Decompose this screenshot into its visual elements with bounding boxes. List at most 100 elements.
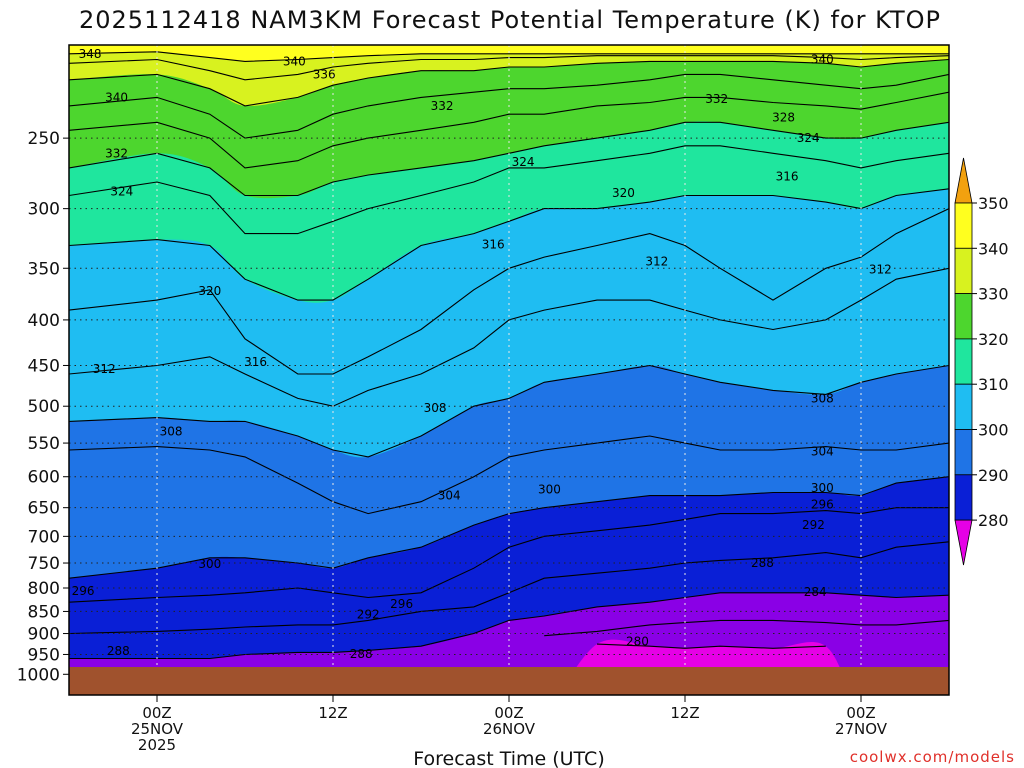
isentrope-300 bbox=[69, 476, 949, 579]
colorbar-label: 300 bbox=[978, 421, 1009, 440]
x-axis-label: Forecast Time (UTC) bbox=[413, 748, 604, 768]
contour-label-312: 312 bbox=[645, 255, 668, 269]
contour-label-296: 296 bbox=[811, 498, 834, 512]
isentrope-316 bbox=[69, 208, 949, 375]
colorbar-label: 330 bbox=[978, 285, 1009, 304]
chart-title: 2025112418 NAM3KM Forecast Potential Tem… bbox=[79, 6, 941, 34]
contour-label-316: 316 bbox=[244, 355, 267, 369]
contour-label-284: 284 bbox=[804, 585, 827, 599]
y-tick-label: 500 bbox=[28, 397, 60, 417]
x-tick-label: 25NOV bbox=[131, 720, 184, 738]
y-tick-label: 1000 bbox=[17, 665, 60, 685]
colorbar-box bbox=[954, 247, 973, 295]
contour-labels: 3483403363403403323243323243323283243163… bbox=[72, 47, 892, 661]
colorbar-label: 290 bbox=[978, 466, 1009, 485]
contour-label-332: 332 bbox=[105, 146, 128, 160]
isentrope-340 bbox=[69, 58, 949, 107]
x-tick-label: 00Z bbox=[142, 704, 171, 722]
x-tick-label: 00Z bbox=[846, 704, 875, 722]
y-tick-label: 400 bbox=[28, 311, 60, 331]
contour-label-320: 320 bbox=[198, 284, 221, 298]
contour-label-340: 340 bbox=[283, 54, 306, 68]
contour-label-324: 324 bbox=[797, 131, 820, 145]
source-credit: coolwx.com/models bbox=[850, 748, 1015, 766]
contour-label-316: 316 bbox=[776, 169, 799, 183]
colorbar-box bbox=[954, 293, 973, 340]
isentrope-292 bbox=[69, 541, 949, 635]
contour-label-312: 312 bbox=[93, 362, 116, 376]
isentrope-332 bbox=[69, 91, 949, 169]
y-tick-label: 650 bbox=[28, 499, 60, 519]
contour-label-304: 304 bbox=[438, 489, 461, 503]
contour-label-308: 308 bbox=[424, 401, 447, 415]
isentrope-fill-bands bbox=[69, 45, 949, 695]
colorbar-label: 340 bbox=[978, 239, 1009, 258]
x-tick-label: 26NOV bbox=[483, 720, 536, 738]
colorbar-label: 320 bbox=[978, 330, 1009, 349]
colorbar-label: 350 bbox=[978, 194, 1009, 213]
x-tick-label: 12Z bbox=[670, 704, 699, 722]
contour-label-292: 292 bbox=[802, 518, 825, 532]
contour-label-324: 324 bbox=[110, 185, 133, 199]
contour-label-280: 280 bbox=[626, 635, 649, 649]
y-tick-label: 550 bbox=[28, 434, 60, 454]
y-tick-label: 850 bbox=[28, 602, 60, 622]
y-tick-label: 900 bbox=[28, 625, 60, 645]
contour-label-300: 300 bbox=[538, 482, 561, 496]
contour-label-316: 316 bbox=[482, 237, 505, 251]
colorbar-box bbox=[954, 202, 973, 249]
isentrope-324 bbox=[69, 145, 949, 235]
isentrope-312 bbox=[69, 267, 949, 407]
isentrope-308 bbox=[69, 364, 949, 458]
contour-label-336: 336 bbox=[313, 67, 336, 81]
colorbar-box bbox=[954, 338, 973, 385]
isentrope-288 bbox=[69, 592, 949, 660]
y-tick-label: 350 bbox=[28, 259, 60, 279]
y-tick-label: 450 bbox=[28, 356, 60, 376]
contour-label-332: 332 bbox=[705, 92, 728, 106]
x-tick-label: 2025 bbox=[138, 736, 176, 754]
y-tick-label: 700 bbox=[28, 527, 60, 547]
contour-label-312: 312 bbox=[869, 262, 892, 276]
y-tick-label: 750 bbox=[28, 554, 60, 574]
isentrope-336 bbox=[69, 73, 949, 139]
contour-label-296: 296 bbox=[72, 584, 95, 598]
contour-label-300: 300 bbox=[811, 481, 834, 495]
isentrope-284 bbox=[544, 619, 949, 637]
contour-label-320: 320 bbox=[612, 186, 635, 200]
colorbar-label: 310 bbox=[978, 375, 1009, 394]
isentrope-280 bbox=[596, 643, 826, 649]
contour-label-348: 348 bbox=[79, 47, 102, 61]
isentrope-304 bbox=[69, 435, 949, 515]
contour-label-308: 308 bbox=[160, 425, 183, 439]
isentrope-296 bbox=[69, 507, 949, 603]
y-tick-label: 950 bbox=[28, 645, 60, 665]
contour-label-288: 288 bbox=[107, 644, 130, 658]
contour-label-340: 340 bbox=[811, 52, 834, 66]
isentrope-328 bbox=[69, 121, 949, 197]
isentrope-contours bbox=[69, 51, 949, 660]
y-tick-label: 800 bbox=[28, 579, 60, 599]
contour-label-300: 300 bbox=[198, 557, 221, 571]
contour-label-340: 340 bbox=[105, 90, 128, 104]
colorbar-box bbox=[954, 474, 973, 521]
colorbar: 280 290 300 310 320 330 340 350 bbox=[954, 157, 1009, 566]
isentrope-348 bbox=[69, 51, 949, 62]
x-tick-label: 00Z bbox=[494, 704, 523, 722]
isentrope-344 bbox=[69, 55, 949, 81]
colorbar-top-arrow bbox=[954, 157, 973, 204]
y-tick-label: 300 bbox=[28, 200, 60, 220]
contour-label-308: 308 bbox=[811, 391, 834, 405]
colorbar-label: 280 bbox=[978, 511, 1009, 530]
contour-label-292: 292 bbox=[357, 608, 380, 622]
contour-label-304: 304 bbox=[811, 444, 834, 458]
contour-label-296: 296 bbox=[390, 597, 413, 611]
contour-label-288: 288 bbox=[350, 647, 373, 661]
x-tick-label: 27NOV bbox=[835, 720, 888, 738]
contour-label-288: 288 bbox=[751, 556, 774, 570]
ground-surface bbox=[69, 667, 949, 695]
y-tick-label: 600 bbox=[28, 468, 60, 488]
colorbar-box bbox=[954, 383, 973, 430]
